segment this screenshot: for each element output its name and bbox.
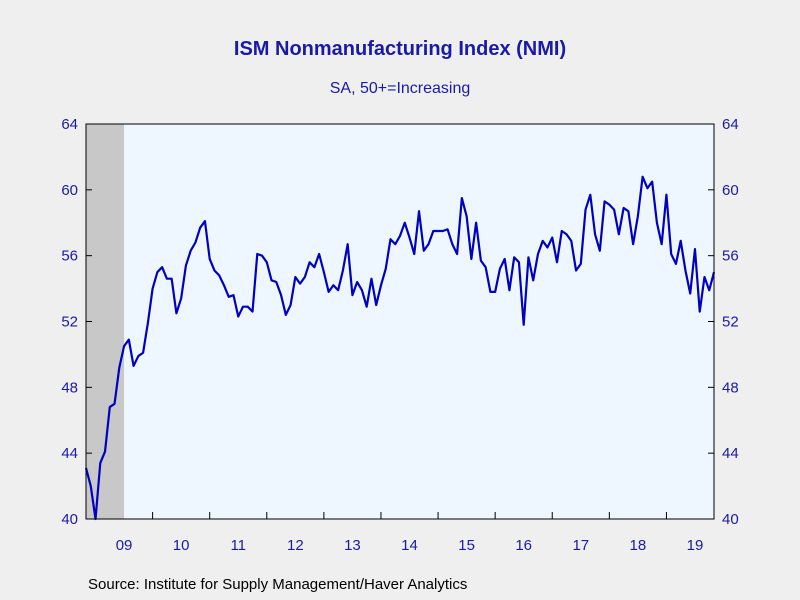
x-tick-label-09: 09 xyxy=(116,537,133,554)
y-tick-label-right: 60 xyxy=(722,182,739,199)
y-tick-label-right: 40 xyxy=(722,511,739,528)
y-tick-label-right: 52 xyxy=(722,314,739,331)
plot-area xyxy=(86,124,714,519)
y-tick-label-right: 44 xyxy=(722,445,739,462)
y-tick-label-left: 56 xyxy=(61,248,78,265)
x-axis-labels: 09 10 11 12 13 14 15 16 17 18 19 xyxy=(116,537,704,554)
y-tick-label-left: 48 xyxy=(61,379,78,396)
x-tick-label-17: 17 xyxy=(572,537,589,554)
chart-title: ISM Nonmanufacturing Index (NMI) xyxy=(233,38,567,60)
y-tick-label-left: 60 xyxy=(61,182,78,199)
y-tick-label-right: 56 xyxy=(722,248,739,265)
y-axis-labels: 40 40 44 44 48 48 52 52 56 56 60 60 64 64 xyxy=(61,116,738,528)
x-tick-label-19: 19 xyxy=(687,537,704,554)
x-tick-label-15: 15 xyxy=(458,537,475,554)
x-tick-label-12: 12 xyxy=(287,537,304,554)
x-axis-ticks xyxy=(95,512,667,519)
y-tick-label-left: 40 xyxy=(61,511,78,528)
y-tick-label-left: 44 xyxy=(61,445,78,462)
y-tick-label-left: 64 xyxy=(61,116,78,133)
plot-frame xyxy=(85,123,715,520)
x-tick-label-10: 10 xyxy=(173,537,190,554)
x-tick-label-14: 14 xyxy=(401,537,418,554)
x-tick-label-18: 18 xyxy=(630,537,647,554)
x-tick-label-11: 11 xyxy=(230,537,246,554)
series-line-nmi xyxy=(84,175,716,521)
y-tick-label-right: 64 xyxy=(722,116,739,133)
x-tick-label-13: 13 xyxy=(344,537,361,554)
y-tick-label-left: 52 xyxy=(61,314,78,331)
y-tick-label-right: 48 xyxy=(722,379,739,396)
chart-source-note: Source: Institute for Supply Management/… xyxy=(88,576,468,593)
chart-subtitle: SA, 50+=Increasing xyxy=(329,80,471,97)
x-tick-label-16: 16 xyxy=(515,537,532,554)
